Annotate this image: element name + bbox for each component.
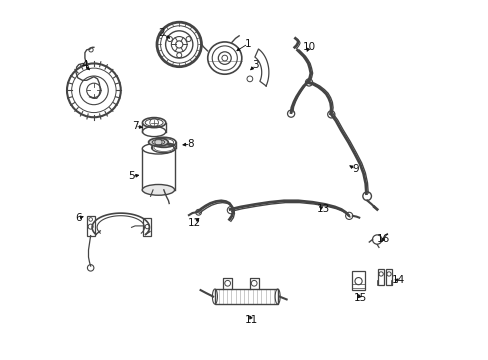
- Text: 14: 14: [391, 275, 405, 285]
- Bar: [86, 216, 94, 235]
- Bar: [351, 271, 364, 291]
- Bar: [143, 218, 151, 235]
- Bar: [385, 269, 391, 285]
- Text: 6: 6: [75, 213, 82, 222]
- Text: 5: 5: [128, 171, 135, 181]
- Text: 8: 8: [187, 139, 194, 149]
- Text: 11: 11: [244, 315, 258, 325]
- Bar: [377, 269, 384, 285]
- Text: 9: 9: [352, 164, 358, 174]
- Text: 12: 12: [187, 218, 201, 228]
- Text: 15: 15: [353, 293, 366, 303]
- Text: 16: 16: [376, 234, 389, 244]
- Text: 4: 4: [81, 60, 88, 70]
- Text: 2: 2: [158, 28, 164, 38]
- Text: 3: 3: [251, 60, 258, 70]
- Ellipse shape: [148, 138, 168, 146]
- Text: 7: 7: [132, 121, 138, 131]
- Text: 1: 1: [244, 39, 251, 49]
- Text: 10: 10: [302, 42, 315, 52]
- Ellipse shape: [142, 184, 174, 195]
- Text: 13: 13: [316, 204, 329, 214]
- Bar: [214, 289, 277, 304]
